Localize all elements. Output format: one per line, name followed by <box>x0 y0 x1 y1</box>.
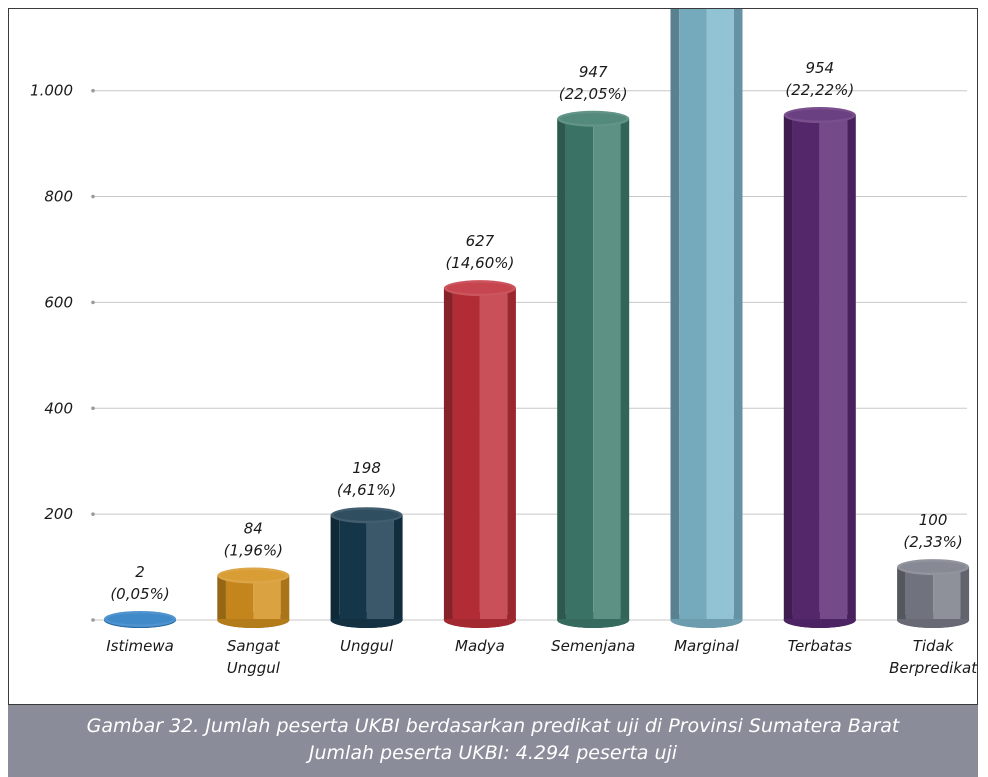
percent-label: (1,96%) <box>224 542 283 560</box>
bar-cap-inner <box>220 570 287 582</box>
bar-facet <box>905 567 934 620</box>
bar-facet <box>452 288 480 620</box>
y-tick-dot <box>91 300 95 305</box>
bar-bottom-edge <box>443 619 516 628</box>
x-category-label: Madya <box>455 637 505 655</box>
y-tick-label: 600 <box>44 293 73 311</box>
bar-bottom-edge <box>783 619 856 628</box>
x-category-label: Istimewa <box>106 637 174 655</box>
bar-bottom-edge <box>670 619 743 628</box>
value-label: 947 <box>579 63 608 81</box>
bar-facet <box>792 115 820 621</box>
bar-facet <box>620 118 630 620</box>
bar-cap-inner <box>786 109 853 121</box>
caption-subtitle: Jumlah peserta UKBI: 4.294 peserta uji <box>308 742 678 764</box>
percent-label: (0,05%) <box>110 585 169 603</box>
y-tick-dot <box>91 406 95 411</box>
bar-facet <box>670 9 680 621</box>
y-tick-label: 800 <box>44 188 73 206</box>
bar-facet <box>557 118 566 620</box>
y-tick-dot <box>91 618 95 622</box>
y-tick-label: 400 <box>44 399 73 417</box>
chart-frame: 2004006008001.0001.2001.4002(0,05%)84(1,… <box>8 8 978 705</box>
bar <box>783 107 856 628</box>
bars <box>104 9 970 628</box>
bar-cap-inner <box>560 113 627 125</box>
bar-facet <box>783 115 793 621</box>
bar-facet <box>960 567 970 620</box>
data-labels: 2 (0,05%) 84 (1,96%) 198 (4,61%) 627 (14,60%) 94… <box>110 59 962 603</box>
bar-facet <box>443 288 453 620</box>
y-tick-label: 200 <box>44 505 73 523</box>
percent-label: (2,33%) <box>903 533 962 551</box>
x-category-label: Unggul <box>227 659 281 677</box>
bar-cap-inner <box>333 509 400 521</box>
value-label: 100 <box>919 511 948 529</box>
y-tick-dot <box>91 88 95 93</box>
bar-facet <box>330 515 340 620</box>
x-axis-labels: Istimewa Sangat Unggul Unggul Madya Semenjana… <box>106 637 978 677</box>
bar <box>104 610 176 628</box>
caption-title: Gambar 32. Jumlah peserta UKBI berdasark… <box>86 715 900 737</box>
bar-facet <box>897 567 906 620</box>
bar-facet <box>819 115 848 621</box>
bar-facet <box>217 575 226 620</box>
bar-facet <box>393 515 403 620</box>
bar-cap-inner <box>446 282 513 294</box>
bar-bottom-edge <box>557 619 630 628</box>
x-category-label: Tidak <box>913 637 955 655</box>
percent-label: (22,22%) <box>785 81 854 99</box>
bar-facet <box>366 515 394 620</box>
value-label: 84 <box>244 520 263 538</box>
bar-facet <box>479 288 508 620</box>
x-category-label: Marginal <box>674 637 740 655</box>
value-label: 2 <box>135 563 145 581</box>
bar-facet <box>706 9 734 621</box>
bar-cap-inner <box>107 613 173 625</box>
bar <box>443 280 516 628</box>
bar-bottom-edge <box>897 619 970 628</box>
x-category-label: Semenjana <box>551 637 635 655</box>
x-category-label: Terbatas <box>788 637 852 655</box>
bar-facet <box>679 9 707 621</box>
y-tick-label: 1.000 <box>30 82 73 100</box>
bar <box>897 559 970 628</box>
x-category-label: Unggul <box>340 637 394 655</box>
bar-bottom-edge <box>330 619 403 628</box>
value-label: 954 <box>805 59 834 77</box>
x-category-label: Berpredikat <box>889 659 978 677</box>
bar <box>670 9 743 628</box>
bar-cap-inner <box>900 561 967 573</box>
bar-facet <box>733 9 743 621</box>
bar-facet <box>933 567 961 620</box>
bar <box>217 567 290 628</box>
bar-facet <box>565 118 594 620</box>
bar-facet <box>507 288 516 620</box>
bar-facet <box>280 575 290 620</box>
bar <box>557 110 630 628</box>
y-tick-dot <box>91 512 95 516</box>
value-label: 627 <box>466 232 495 250</box>
figure-caption: Gambar 32. Jumlah peserta UKBI berdasark… <box>8 705 978 777</box>
bar-bottom-edge <box>217 619 290 628</box>
percent-label: (22,05%) <box>559 85 628 103</box>
bar-facet <box>339 515 367 620</box>
percent-label: (14,60%) <box>445 254 514 272</box>
y-tick-dot <box>91 194 95 199</box>
value-label: 198 <box>352 459 381 477</box>
x-category-label: Sangat <box>227 637 281 655</box>
bar-chart: 2004006008001.0001.2001.4002(0,05%)84(1,… <box>30 9 978 677</box>
percent-label: (4,61%) <box>337 481 396 499</box>
bar-facet <box>847 115 856 621</box>
bar-facet <box>593 118 621 620</box>
bar <box>330 507 403 628</box>
